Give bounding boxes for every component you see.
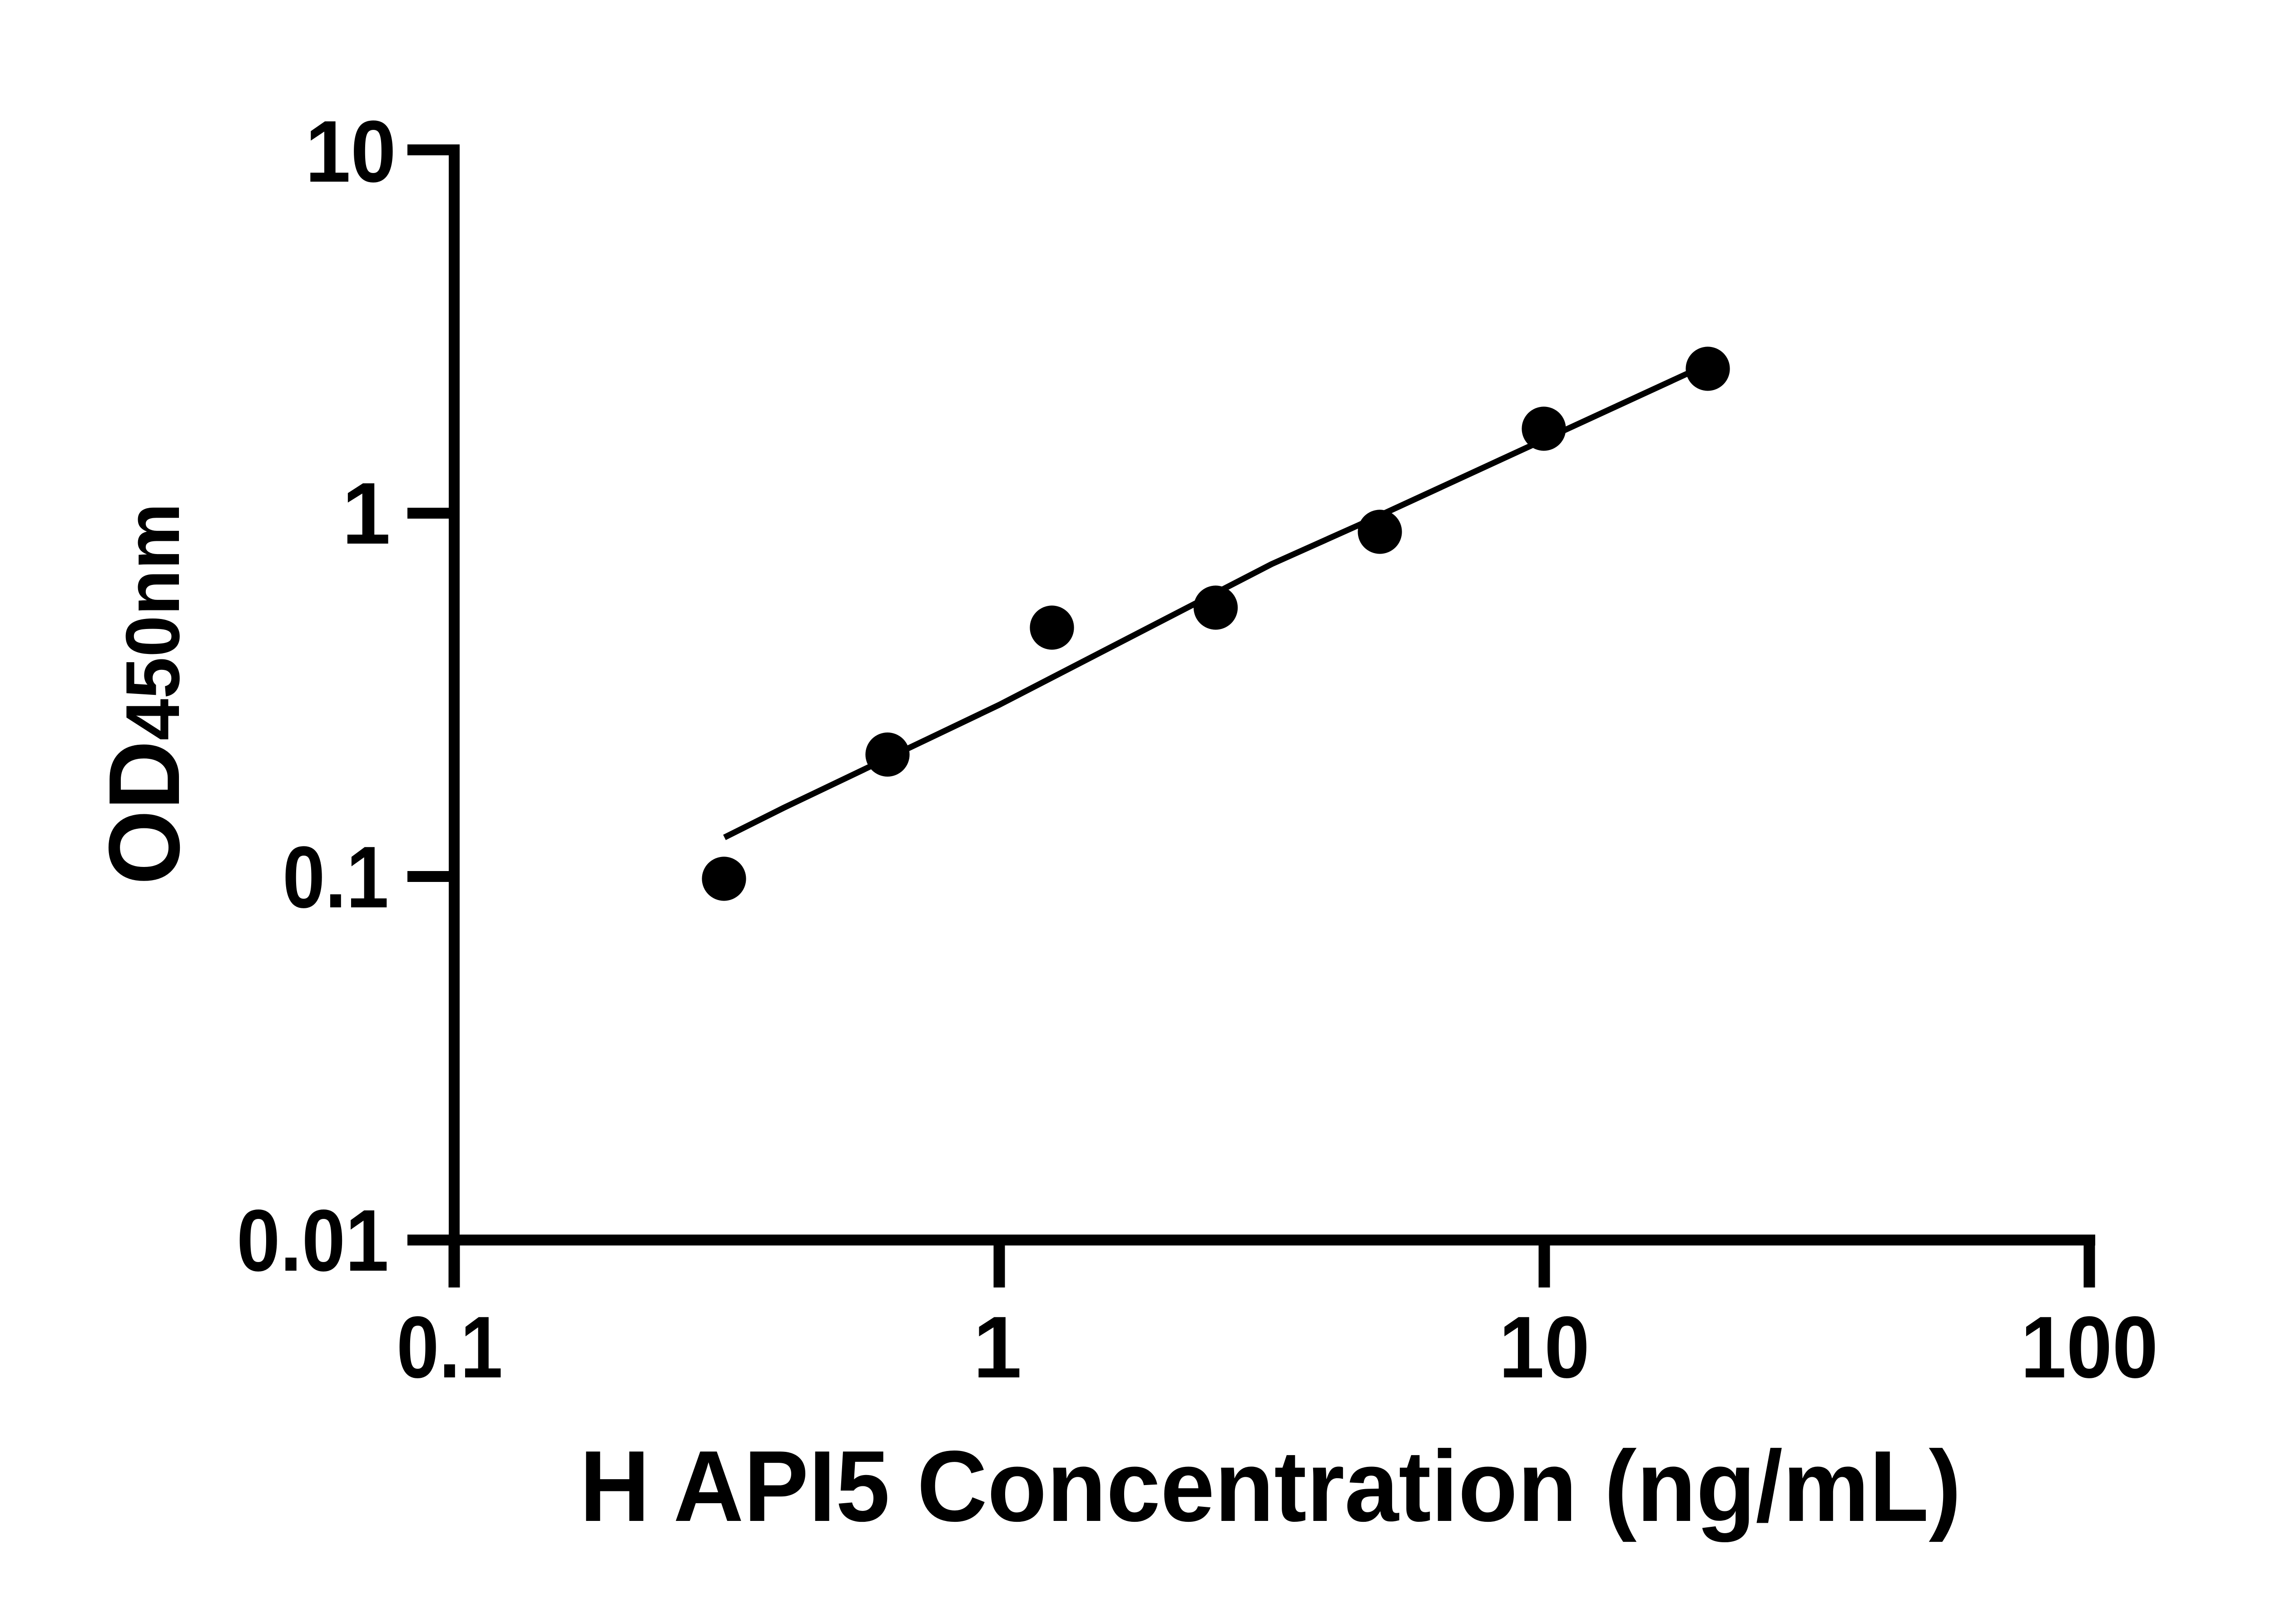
svg-text:0.01: 0.01 bbox=[237, 1191, 389, 1289]
svg-text:0.1: 0.1 bbox=[283, 828, 389, 926]
svg-text:1: 1 bbox=[973, 1298, 1021, 1396]
svg-text:H API5 Concentration (ng/mL): H API5 Concentration (ng/mL) bbox=[580, 1430, 1961, 1543]
svg-text:100: 100 bbox=[2021, 1298, 2158, 1396]
svg-text:0.1: 0.1 bbox=[397, 1298, 503, 1396]
svg-text:10: 10 bbox=[305, 102, 396, 200]
svg-text:1: 1 bbox=[342, 464, 391, 562]
svg-text:10: 10 bbox=[1499, 1298, 1590, 1396]
svg-text:OD450nm: OD450nm bbox=[88, 503, 201, 885]
